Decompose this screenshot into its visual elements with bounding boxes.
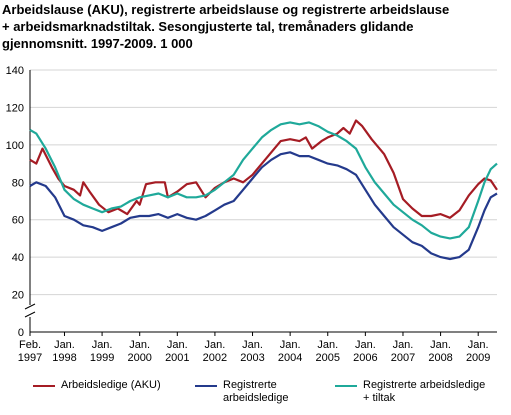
- y-tick-label-120: 120: [6, 102, 24, 114]
- y-tick-label-20: 20: [12, 290, 24, 302]
- x-tick-label-month-0: Feb.: [19, 339, 41, 351]
- x-tick-label-year-2: 1999: [90, 352, 114, 364]
- y-tick-label-140: 140: [6, 65, 24, 77]
- x-tick-label-year-11: 2008: [428, 352, 452, 364]
- y-tick-label-100: 100: [6, 140, 24, 152]
- x-tick-label-year-1: 1998: [52, 352, 76, 364]
- y-tick-label-40: 40: [12, 252, 24, 264]
- x-tick-label-year-4: 2001: [165, 352, 189, 364]
- x-tick-label-year-0: 1997: [18, 352, 42, 364]
- y-tick-label-80: 80: [12, 177, 24, 189]
- series-line-2: [29, 121, 498, 240]
- axis-break-mark-top: [24, 303, 36, 310]
- x-tick-label-year-7: 2004: [278, 352, 302, 364]
- legend-swatch-tiltak: [335, 385, 357, 387]
- x-tick-label-year-12: 2009: [466, 352, 490, 364]
- series-line-0: [29, 119, 498, 219]
- chart-title-line-3: gjennomsnitt. 1997-2009. 1 000: [2, 36, 193, 51]
- x-tick-label-month-9: Jan.: [355, 339, 376, 351]
- x-tick-label-month-10: Jan.: [393, 339, 414, 351]
- chart-title-line-2: + arbeidsmarknadstiltak. Sesongjusterte …: [2, 19, 414, 34]
- series-line-1: [29, 151, 498, 261]
- x-tick-label-month-8: Jan.: [317, 339, 338, 351]
- x-tick-label-month-1: Jan.: [54, 339, 75, 351]
- x-tick-label-year-10: 2007: [391, 352, 415, 364]
- legend-label-tiltak: Registrerte arbeidsledige + tiltak: [363, 379, 486, 404]
- legend-swatch-registrerte: [195, 385, 217, 387]
- axis-break-mark-bottom: [24, 311, 36, 318]
- legend-label-aku: Arbeidsledige (AKU): [61, 379, 161, 391]
- x-tick-label-month-11: Jan.: [430, 339, 451, 351]
- x-tick-label-year-6: 2003: [240, 352, 264, 364]
- legend-swatch-aku: [33, 385, 55, 387]
- x-tick-label-month-12: Jan.: [468, 339, 489, 351]
- x-tick-label-year-5: 2002: [203, 352, 227, 364]
- axis-break-gap: [25, 305, 35, 317]
- y-tick-label-0: 0: [18, 327, 24, 339]
- x-tick-label-year-9: 2006: [353, 352, 377, 364]
- y-tick-label-60: 60: [12, 215, 24, 227]
- chart-title: Arbeidslause (AKU), registrerte arbeidsl…: [2, 1, 507, 52]
- x-tick-label-month-2: Jan.: [92, 339, 113, 351]
- x-tick-label-month-4: Jan.: [167, 339, 188, 351]
- x-tick-label-year-3: 2000: [127, 352, 151, 364]
- x-tick-label-month-5: Jan.: [205, 339, 226, 351]
- legend-label-registrerte: Registrerte arbeidsledige: [223, 379, 289, 404]
- x-tick-label-month-6: Jan.: [242, 339, 263, 351]
- chart-title-line-1: Arbeidslause (AKU), registrerte arbeidsl…: [2, 2, 450, 17]
- x-tick-label-month-3: Jan.: [129, 339, 150, 351]
- x-tick-label-year-8: 2005: [316, 352, 340, 364]
- x-tick-label-month-7: Jan.: [280, 339, 301, 351]
